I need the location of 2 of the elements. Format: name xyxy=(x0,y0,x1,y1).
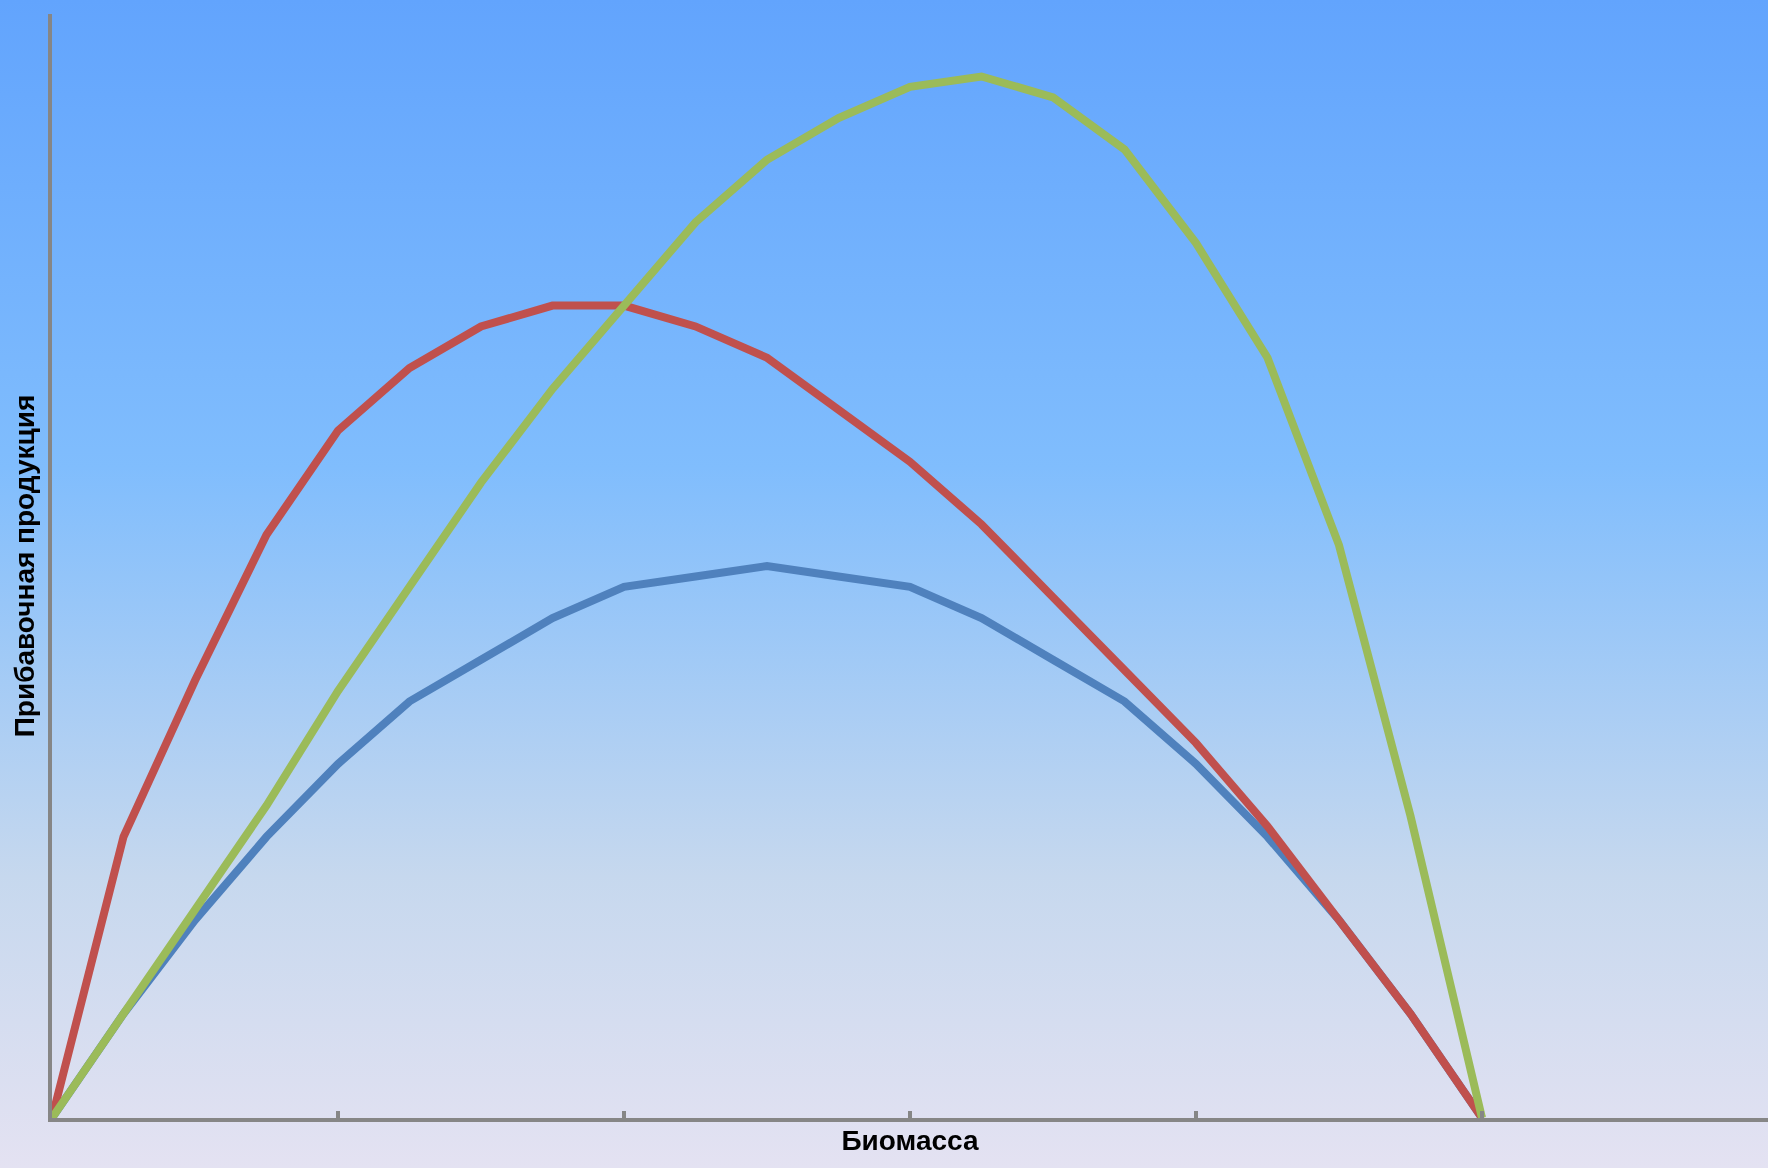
y-axis-title: Прибавочная продукция xyxy=(9,394,41,738)
x-axis-title: Биомасса xyxy=(841,1125,979,1156)
